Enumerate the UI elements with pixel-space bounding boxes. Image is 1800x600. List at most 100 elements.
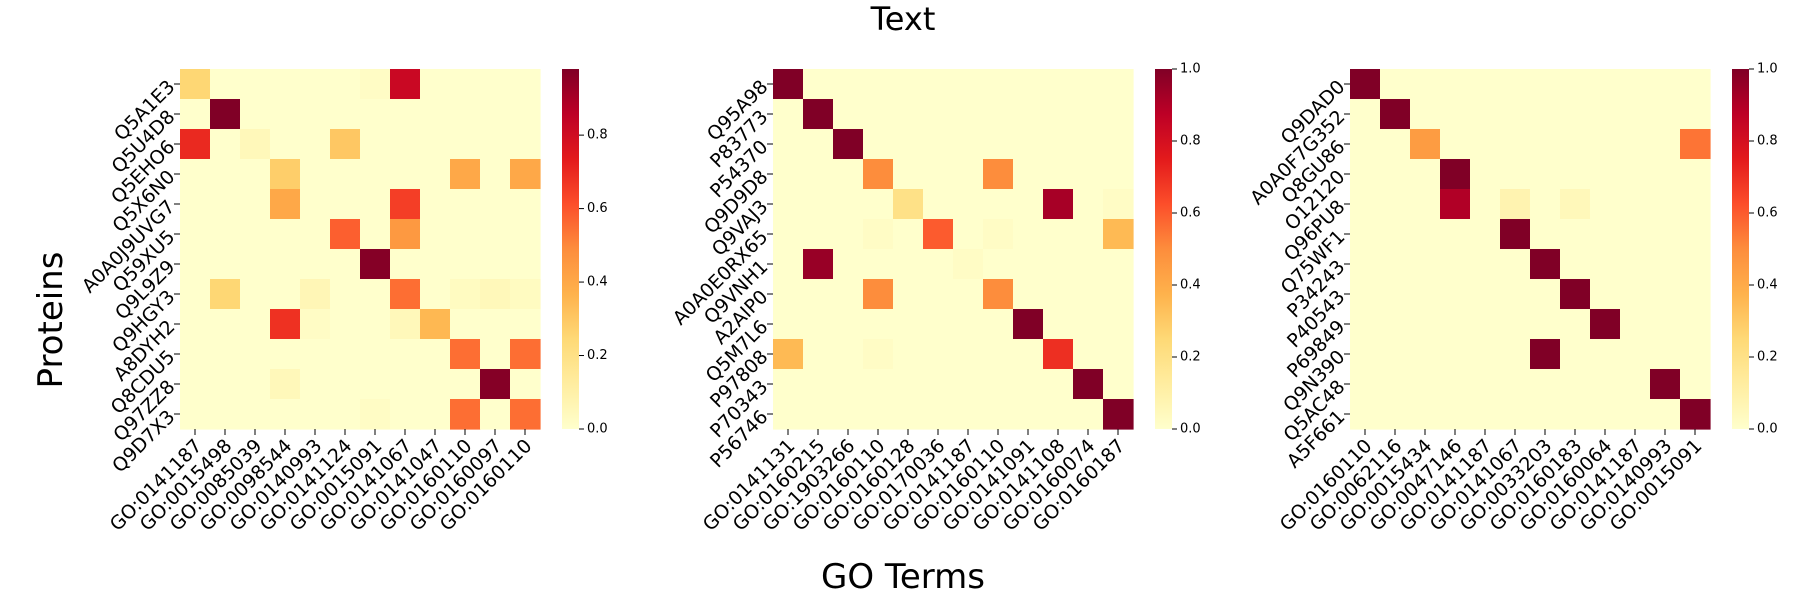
heatmap-cell [1410,399,1441,430]
heatmap-cell [983,399,1014,430]
heatmap-cell [450,189,481,220]
heatmap-cell [1350,309,1381,340]
heatmap-cell [1650,369,1681,400]
heatmap-cell [1043,189,1074,220]
heatmap-cell [510,189,541,220]
heatmap-cell [1620,249,1651,280]
colorbar-tick-label: 0.4 [587,275,608,290]
heatmap-cell [833,249,864,280]
heatmap-cell [240,309,271,340]
heatmap-cell [1470,399,1501,430]
heatmap-cell [1013,399,1044,430]
colorbar-tick-label: 0.4 [1757,278,1778,293]
heatmap-cell [1560,219,1591,250]
heatmap-cell [510,279,541,310]
heatmap-cell [480,159,511,190]
heatmap-cell [420,99,451,130]
heatmap-cell [1650,399,1681,430]
heatmap-cell [360,309,391,340]
heatmap-cell [450,399,481,430]
heatmap-cell [1650,219,1681,250]
heatmap-cell [923,369,954,400]
heatmap-cell [983,219,1014,250]
heatmap-cell [803,249,834,280]
heatmap-cell [330,159,361,190]
heatmap-cell [1043,159,1074,190]
heatmap-cell [1470,69,1501,100]
heatmap-cell [390,339,421,370]
heatmap-cell [450,309,481,340]
heatmap-cell [773,339,804,370]
heatmap-cell [510,339,541,370]
heatmap-cell [983,159,1014,190]
heatmap-cell [1680,279,1711,310]
colorbar [562,69,579,429]
heatmap-cell [480,249,511,280]
heatmap-cell [833,129,864,160]
heatmap-cell [893,129,924,160]
heatmap-cell [480,339,511,370]
heatmap-cell [773,69,804,100]
heatmap-cell [1560,339,1591,370]
heatmap-cell [833,339,864,370]
heatmap-cell [833,279,864,310]
heatmap-cell [953,99,984,130]
heatmap-cell [1470,189,1501,220]
heatmap-cell [1013,159,1044,190]
heatmap-cell [923,309,954,340]
heatmap-cell [1500,339,1531,370]
heatmap-cell [1350,339,1381,370]
heatmap-cell [1530,309,1561,340]
heatmap-cell [1073,219,1104,250]
heatmap-cell [1560,369,1591,400]
colorbar-tick-label: 0.2 [1180,350,1201,365]
heatmap-cell [330,399,361,430]
heatmap-cell [300,399,331,430]
heatmap-cell [1500,69,1531,100]
heatmap-cell [1530,219,1561,250]
heatmap-cell [1013,309,1044,340]
heatmap-cell [180,399,211,430]
heatmap-cell [330,69,361,100]
heatmap-cell [923,339,954,370]
heatmap-cell [1103,369,1134,400]
heatmap-cell [1073,339,1104,370]
heatmap-cell [1073,129,1104,160]
heatmap-cell [1590,309,1621,340]
heatmap-cell [480,129,511,160]
heatmap-cell [1560,129,1591,160]
heatmap-cell [180,369,211,400]
heatmap-cell [1500,399,1531,430]
heatmap-cell [1350,249,1381,280]
heatmap-cell [1560,69,1591,100]
heatmap-cell [953,309,984,340]
heatmap-cell [240,279,271,310]
heatmap-cell [360,99,391,130]
heatmap-cell [1680,369,1711,400]
heatmap-cell [450,339,481,370]
heatmap-cell [300,309,331,340]
figure-xlabel: GO Terms [821,557,985,597]
heatmap-cell [1440,69,1471,100]
colorbar-tick-label: 0.6 [1757,206,1778,221]
heatmap-cell [270,69,301,100]
heatmap-cell [1410,189,1441,220]
heatmap-cell [1440,159,1471,190]
heatmap-cell [833,69,864,100]
heatmap-cell [1013,279,1044,310]
heatmap-cell [480,399,511,430]
heatmap-cell [863,99,894,130]
heatmap-cell [983,189,1014,220]
heatmap-cell [1650,129,1681,160]
heatmap-cell [1013,219,1044,250]
heatmap-cell [1500,219,1531,250]
heatmap-cell [1620,279,1651,310]
heatmap-cell [773,369,804,400]
heatmap-cell [833,99,864,130]
heatmap-cell [1350,69,1381,100]
heatmap-cell [1350,129,1381,160]
heatmap-cell [210,309,241,340]
heatmap-cell [1680,69,1711,100]
heatmap-cell [1650,99,1681,130]
heatmap-cell [1380,69,1411,100]
